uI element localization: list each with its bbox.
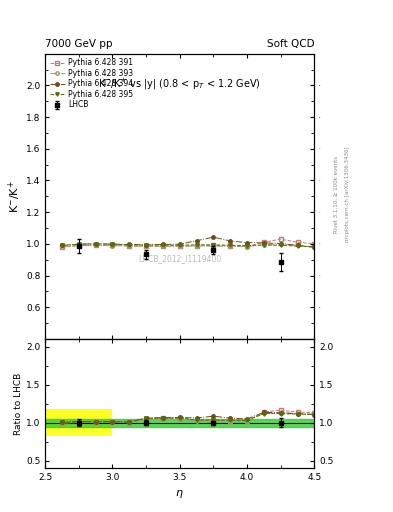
- Pythia 6.428 393: [312, 244, 317, 250]
- Pythia 6.428 394: [262, 240, 266, 246]
- Pythia 6.428 394: [127, 241, 132, 247]
- Pythia 6.428 393: [60, 244, 64, 250]
- Pythia 6.428 394: [77, 241, 81, 247]
- Pythia 6.428 395: [144, 242, 149, 248]
- Bar: [45, 409, 112, 436]
- Line: Pythia 6.428 393: Pythia 6.428 393: [60, 242, 316, 249]
- Pythia 6.428 395: [110, 241, 115, 247]
- Pythia 6.428 395: [77, 241, 81, 247]
- Y-axis label: Ratio to LHCB: Ratio to LHCB: [14, 373, 23, 435]
- Pythia 6.428 391: [60, 244, 64, 250]
- Text: LHCB_2012_I1119400: LHCB_2012_I1119400: [138, 254, 221, 264]
- Pythia 6.428 393: [278, 241, 283, 247]
- X-axis label: $\eta$: $\eta$: [175, 488, 184, 500]
- Line: Pythia 6.428 391: Pythia 6.428 391: [60, 238, 316, 249]
- Pythia 6.428 391: [144, 243, 149, 249]
- Pythia 6.428 395: [178, 242, 182, 248]
- Pythia 6.428 395: [60, 242, 64, 248]
- Pythia 6.428 391: [211, 242, 216, 248]
- Pythia 6.428 394: [278, 241, 283, 247]
- Pythia 6.428 394: [295, 242, 300, 248]
- Pythia 6.428 393: [77, 243, 81, 249]
- Pythia 6.428 391: [228, 243, 233, 249]
- Y-axis label: K$^{-}$/K$^{+}$: K$^{-}$/K$^{+}$: [7, 180, 23, 213]
- Pythia 6.428 394: [161, 241, 165, 247]
- Pythia 6.428 395: [245, 243, 250, 249]
- Pythia 6.428 393: [262, 242, 266, 248]
- Pythia 6.428 395: [211, 242, 216, 248]
- Pythia 6.428 394: [211, 234, 216, 240]
- Pythia 6.428 391: [110, 242, 115, 248]
- Pythia 6.428 395: [93, 241, 98, 247]
- Pythia 6.428 391: [278, 236, 283, 242]
- Pythia 6.428 393: [110, 243, 115, 249]
- Pythia 6.428 393: [295, 242, 300, 248]
- Pythia 6.428 394: [110, 241, 115, 247]
- Pythia 6.428 394: [60, 242, 64, 248]
- Pythia 6.428 394: [144, 242, 149, 248]
- Pythia 6.428 395: [295, 243, 300, 249]
- Pythia 6.428 391: [127, 243, 132, 249]
- Pythia 6.428 395: [194, 242, 199, 248]
- Pythia 6.428 391: [93, 242, 98, 248]
- Text: Rivet 3.1.10, ≥ 100k events: Rivet 3.1.10, ≥ 100k events: [334, 156, 338, 233]
- Pythia 6.428 395: [312, 244, 317, 250]
- Pythia 6.428 395: [161, 242, 165, 248]
- Pythia 6.428 395: [262, 242, 266, 248]
- Line: Pythia 6.428 394: Pythia 6.428 394: [60, 236, 316, 249]
- Pythia 6.428 395: [127, 242, 132, 248]
- Pythia 6.428 394: [194, 238, 199, 244]
- Pythia 6.428 394: [245, 240, 250, 246]
- Pythia 6.428 394: [228, 238, 233, 244]
- Pythia 6.428 394: [178, 241, 182, 247]
- Pythia 6.428 393: [161, 243, 165, 249]
- Text: K$^{-}$/K$^{+}$ vs |y| (0.8 < p$_{T}$ < 1.2 GeV): K$^{-}$/K$^{+}$ vs |y| (0.8 < p$_{T}$ < …: [99, 77, 261, 92]
- Text: Soft QCD: Soft QCD: [267, 38, 314, 49]
- Pythia 6.428 391: [77, 242, 81, 248]
- Legend: Pythia 6.428 391, Pythia 6.428 393, Pythia 6.428 394, Pythia 6.428 395, LHCB: Pythia 6.428 391, Pythia 6.428 393, Pyth…: [48, 57, 135, 111]
- Pythia 6.428 391: [161, 243, 165, 249]
- Pythia 6.428 393: [211, 243, 216, 249]
- Pythia 6.428 393: [127, 243, 132, 249]
- Pythia 6.428 393: [178, 243, 182, 249]
- Bar: [45, 419, 314, 426]
- Pythia 6.428 394: [93, 241, 98, 247]
- Text: mcplots.cern.ch [arXiv:1306.3436]: mcplots.cern.ch [arXiv:1306.3436]: [345, 147, 350, 242]
- Pythia 6.428 393: [194, 243, 199, 249]
- Line: Pythia 6.428 395: Pythia 6.428 395: [60, 242, 316, 249]
- Pythia 6.428 391: [178, 243, 182, 249]
- Pythia 6.428 393: [228, 243, 233, 249]
- Pythia 6.428 394: [312, 244, 317, 250]
- Pythia 6.428 393: [93, 242, 98, 248]
- Pythia 6.428 395: [228, 242, 233, 248]
- Pythia 6.428 391: [245, 243, 250, 249]
- Pythia 6.428 391: [262, 239, 266, 245]
- Pythia 6.428 391: [194, 243, 199, 249]
- Pythia 6.428 393: [144, 243, 149, 249]
- Pythia 6.428 391: [312, 241, 317, 247]
- Pythia 6.428 391: [295, 239, 300, 245]
- Pythia 6.428 395: [278, 242, 283, 248]
- Text: 7000 GeV pp: 7000 GeV pp: [45, 38, 113, 49]
- Pythia 6.428 393: [245, 244, 250, 250]
